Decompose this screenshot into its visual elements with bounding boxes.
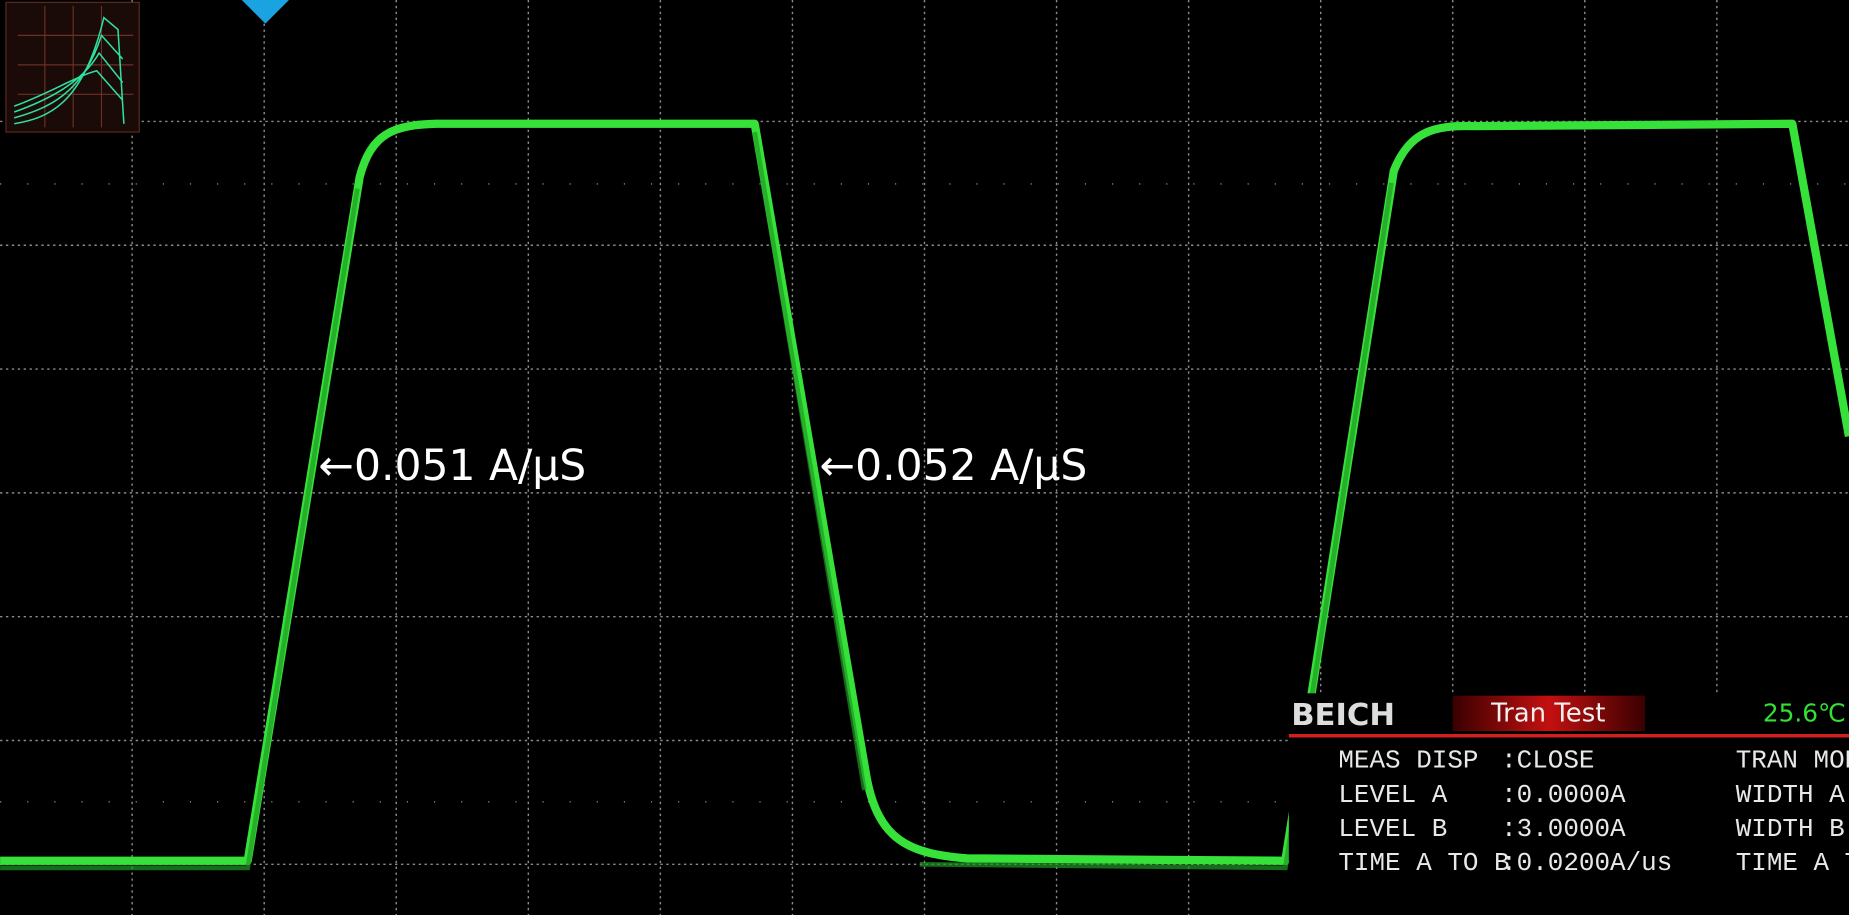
row-label: TIME A T	[1736, 848, 1849, 878]
row-label: TIME A TO B	[1338, 848, 1509, 878]
row-value: :CLOSE	[1501, 746, 1594, 776]
slew-annotation: ←0.052 A/μS	[820, 442, 1088, 491]
status-panel: BEICH Tran Test 25.6℃ MEAS DISP :CLOSE TRA…	[1289, 693, 1849, 915]
brand: BEICH	[1291, 698, 1395, 733]
row-label: TRAN MOD	[1736, 746, 1849, 776]
mode: Tran Test	[1490, 699, 1605, 729]
thumbnail	[6, 2, 139, 132]
row-label: LEVEL B	[1338, 814, 1447, 844]
row-label: LEVEL A	[1338, 780, 1447, 810]
temperature: 25.6℃	[1763, 699, 1846, 728]
row-value: :0.0000A	[1501, 780, 1626, 810]
row-label: MEAS DISP	[1338, 746, 1478, 776]
oscilloscope-screen: ←0.051 A/μS ←0.052 A/μS BEICH Tran Test …	[0, 0, 1849, 915]
row-value: :3.0000A	[1501, 814, 1626, 844]
row-label: WIDTH B	[1736, 814, 1845, 844]
row-value: :0.0200A/us	[1501, 848, 1672, 878]
page: {"annotations":["←0.051 A/μS","←0.052 A/…	[0, 0, 1849, 915]
row-label: WIDTH A	[1736, 780, 1845, 810]
slew-annotation: ←0.051 A/μS	[318, 442, 586, 491]
